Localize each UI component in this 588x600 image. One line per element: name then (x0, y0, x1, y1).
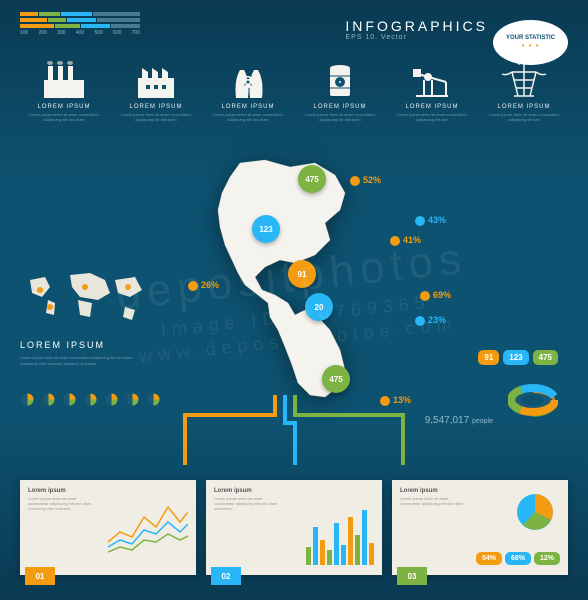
line-chart-icon (108, 492, 188, 562)
percentage-label: 52% (350, 175, 381, 186)
mini-pie-icon (104, 392, 119, 407)
power-icon (500, 60, 548, 100)
right-tag-pins: 91 123 475 (478, 350, 558, 365)
panel-desc: Lorem ipsum dolor sit amet consectetur a… (214, 496, 284, 512)
industry-icon-power: LOREM IPSUM Lorem ipsum dolor sit amet co… (480, 60, 568, 122)
nuclear-icon (224, 60, 272, 100)
map-pin: 475 (322, 365, 350, 393)
mini-pie-icon (41, 392, 56, 407)
panel-number-badge: 02 (211, 567, 241, 585)
industry-icon-oilpump: LOREM IPSUM Lorem ipsum dolor sit amet co… (388, 60, 476, 122)
panel-tags: 54%68%12% (476, 552, 560, 565)
industry-icon-barrel: LOREM IPSUM Lorem ipsum dolor sit amet co… (296, 60, 384, 122)
industry-icons-row: LOREM IPSUM Lorem ipsum dolor sit amet co… (20, 60, 568, 122)
icon-desc: Lorem ipsum dolor sit amet consectetur a… (204, 112, 292, 122)
icon-title: LOREM IPSUM (405, 104, 458, 110)
pie-chart-icon (513, 490, 558, 535)
industry-icon-nuclear: LOREM IPSUM Lorem ipsum dolor sit amet co… (204, 60, 292, 122)
world-map-icon (20, 265, 150, 330)
mini-pie-icon (83, 392, 98, 407)
info-panel: Lorem ipsumLorem ipsum dolor sit amet co… (20, 480, 196, 575)
icon-desc: Lorem ipsum dolor sit amet consectetur a… (112, 112, 200, 122)
icon-desc: Lorem ipsum dolor sit amet consectetur a… (20, 112, 108, 122)
factory1-icon (40, 60, 88, 100)
world-section-title: LOREM IPSUM (20, 340, 105, 350)
top-bar-chart: 100200300400500600700 (20, 12, 140, 36)
mini-pie-icon (62, 392, 77, 407)
panel-desc: Lorem ipsum dolor sit amet consectetur a… (28, 496, 98, 512)
panel-desc: Lorem ipsum dolor sit amet consectetur a… (400, 496, 470, 506)
percentage-label: 26% (188, 280, 219, 291)
icon-desc: Lorem ipsum dolor sit amet consectetur a… (388, 112, 476, 122)
industry-icon-factory1: LOREM IPSUM Lorem ipsum dolor sit amet co… (20, 60, 108, 122)
map-pin: 475 (298, 165, 326, 193)
mini-pie-row (20, 392, 161, 407)
icon-title: LOREM IPSUM (129, 104, 182, 110)
header-subtitle: EPS 10. Vector (345, 34, 488, 41)
bubble-dots: • • • (522, 41, 540, 50)
barrel-icon (316, 60, 364, 100)
icon-desc: Lorem ipsum dolor sit amet consectetur a… (296, 112, 384, 122)
percentage-label: 23% (415, 315, 446, 326)
people-label: people (472, 418, 493, 425)
icon-title: LOREM IPSUM (313, 104, 366, 110)
info-panel: Lorem ipsumLorem ipsum dolor sit amet co… (392, 480, 568, 575)
icon-desc: Lorem ipsum dolor sit amet consectetur a… (480, 112, 568, 122)
bottom-panels: Lorem ipsum Lorem ipsum dolor sit amet co… (20, 480, 568, 575)
panel-number-badge: 01 (25, 567, 55, 585)
panel-title: Lorem ipsum (214, 488, 374, 494)
bar-chart-icon (306, 505, 374, 565)
people-number: 9,547,017 (425, 415, 470, 426)
percentage-label: 41% (390, 235, 421, 246)
mini-pie-icon (125, 392, 140, 407)
oilpump-icon (408, 60, 456, 100)
percentage-label: 43% (415, 215, 446, 226)
map-pin: 123 (252, 215, 280, 243)
donut-chart-icon (508, 375, 558, 425)
tag-pin: 123 (503, 350, 528, 365)
tag-pin: 91 (478, 350, 499, 365)
header: INFOGRAPHICS EPS 10. Vector (345, 18, 488, 41)
world-section-desc: Lorem ipsum dolor sit amet consectetur a… (20, 355, 150, 366)
factory2-icon (132, 60, 180, 100)
info-panel: Lorem ipsum Lorem ipsum dolor sit amet co… (206, 480, 382, 575)
map-pin: 20 (305, 293, 333, 321)
icon-title: LOREM IPSUM (497, 104, 550, 110)
mini-pie-icon (20, 392, 35, 407)
icon-title: LOREM IPSUM (221, 104, 274, 110)
map-pin: 91 (288, 260, 316, 288)
industry-icon-factory2: LOREM IPSUM Lorem ipsum dolor sit amet co… (112, 60, 200, 122)
percentage-label: 69% (420, 290, 451, 301)
panel-number-badge: 03 (397, 567, 427, 585)
people-count: 9,547,017 people (425, 415, 493, 426)
tag-pin: 475 (533, 350, 558, 365)
mini-pie-icon (146, 392, 161, 407)
icon-title: LOREM IPSUM (37, 104, 90, 110)
header-title: INFOGRAPHICS (345, 18, 488, 34)
speech-bubble: YOUR STATISTIC • • • (493, 20, 568, 65)
percentage-label: 13% (380, 395, 411, 406)
